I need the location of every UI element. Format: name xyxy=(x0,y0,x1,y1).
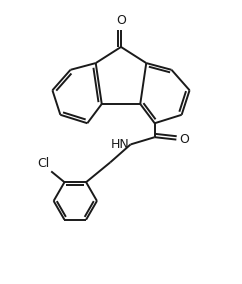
Text: O: O xyxy=(179,133,189,146)
Text: Cl: Cl xyxy=(37,157,49,170)
Text: O: O xyxy=(116,14,126,27)
Text: HN: HN xyxy=(111,138,129,151)
